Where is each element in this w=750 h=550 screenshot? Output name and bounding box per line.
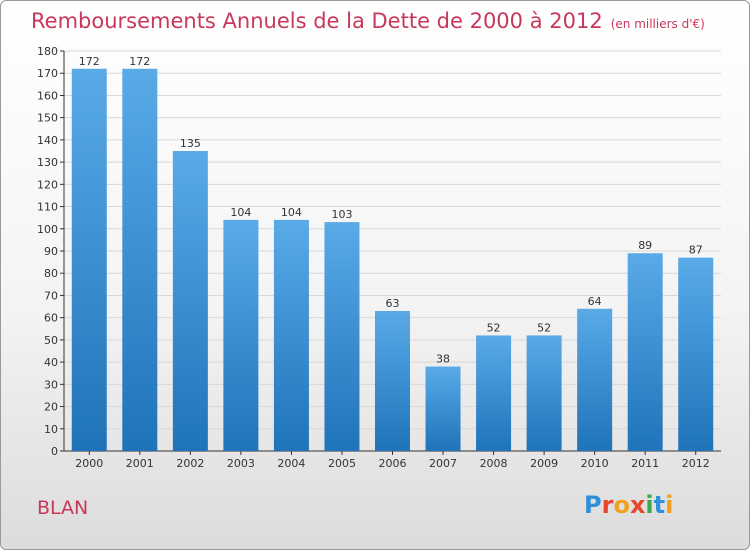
bar-value-label: 172 bbox=[129, 55, 150, 68]
logo-letter: x bbox=[629, 491, 646, 519]
y-tick-label: 160 bbox=[37, 89, 58, 102]
y-tick-label: 90 bbox=[44, 245, 58, 258]
bar-2008[interactable] bbox=[476, 335, 512, 451]
x-tick-label: 2011 bbox=[631, 457, 659, 470]
x-tick-label: 2005 bbox=[328, 457, 356, 470]
y-tick-label: 80 bbox=[44, 267, 58, 280]
logo-letter: t bbox=[653, 491, 666, 519]
y-tick-label: 100 bbox=[37, 223, 58, 236]
x-tick-label: 2002 bbox=[176, 457, 204, 470]
y-tick-label: 70 bbox=[44, 289, 58, 302]
y-tick-label: 50 bbox=[44, 334, 58, 347]
x-tick-label: 2006 bbox=[379, 457, 407, 470]
x-tick-label: 2004 bbox=[277, 457, 305, 470]
x-tick-label: 2000 bbox=[75, 457, 103, 470]
x-tick-label: 2010 bbox=[581, 457, 609, 470]
bar-2000[interactable] bbox=[71, 68, 107, 452]
bars: 172 172 135 104 104 103 63 38 52 52 64 89 87 bbox=[71, 55, 714, 452]
bar-2006[interactable] bbox=[375, 311, 410, 451]
x-tick-label: 2003 bbox=[227, 457, 255, 470]
bar-value-label: 52 bbox=[537, 321, 551, 334]
x-tick-label: 2008 bbox=[480, 457, 508, 470]
axes: 0 10 20 30 40 50 60 70 80 90 100 110 120 130 140 150 160… bbox=[37, 45, 721, 470]
y-tick-label: 110 bbox=[37, 201, 58, 214]
y-tick-label: 130 bbox=[37, 156, 58, 169]
bar-2005[interactable] bbox=[324, 222, 360, 451]
bar-value-label: 172 bbox=[79, 55, 100, 68]
bar-value-label: 104 bbox=[281, 206, 302, 219]
chart-unit: (en milliers d'€) bbox=[610, 17, 705, 31]
y-tick-label: 30 bbox=[44, 378, 58, 391]
city-name: BLAN bbox=[37, 497, 89, 519]
bar-value-label: 89 bbox=[638, 239, 652, 252]
logo-letter: i bbox=[665, 491, 674, 519]
bar-value-label: 52 bbox=[487, 321, 501, 334]
logo-letter: P bbox=[584, 491, 602, 519]
bar-2009[interactable] bbox=[526, 335, 562, 451]
bar-2011[interactable] bbox=[627, 253, 663, 451]
x-tick-label: 2001 bbox=[126, 457, 154, 470]
bar-value-label: 87 bbox=[689, 244, 703, 257]
y-tick-label: 150 bbox=[37, 112, 58, 125]
y-tick-label: 140 bbox=[37, 134, 58, 147]
y-tick-label: 170 bbox=[37, 67, 58, 80]
y-tick-label: 0 bbox=[51, 445, 58, 458]
bar-2012[interactable] bbox=[678, 257, 714, 451]
bar-value-label: 63 bbox=[386, 297, 400, 310]
y-tick-label: 10 bbox=[44, 423, 58, 436]
y-tick-label: 60 bbox=[44, 312, 58, 325]
chart-title-text: Remboursements Annuels de la Dette de 20… bbox=[31, 9, 603, 33]
bar-2002[interactable] bbox=[172, 151, 208, 451]
logo-letter: o bbox=[613, 491, 630, 519]
bar-value-label: 64 bbox=[588, 295, 602, 308]
bar-value-label: 103 bbox=[331, 208, 352, 221]
x-tick-label: 2012 bbox=[682, 457, 710, 470]
logo-letter: r bbox=[601, 491, 614, 519]
y-tick-label: 180 bbox=[37, 45, 58, 58]
y-tick-label: 40 bbox=[44, 356, 58, 369]
logo-letter: i bbox=[645, 491, 654, 519]
bar-2007[interactable] bbox=[425, 366, 461, 451]
x-tick-label: 2009 bbox=[530, 457, 558, 470]
bar-2001[interactable] bbox=[122, 68, 158, 452]
bar-2003[interactable] bbox=[223, 219, 259, 451]
x-tick-label: 2007 bbox=[429, 457, 457, 470]
y-tick-label: 20 bbox=[44, 401, 58, 414]
bar-2004[interactable] bbox=[273, 219, 309, 451]
proxiti-logo[interactable]: Proxiti bbox=[584, 491, 673, 519]
chart-title: Remboursements Annuels de la Dette de 20… bbox=[31, 9, 705, 33]
bar-value-label: 38 bbox=[436, 353, 450, 366]
bar-value-label: 135 bbox=[180, 137, 201, 150]
y-tick-label: 120 bbox=[37, 178, 58, 191]
bar-value-label: 104 bbox=[230, 206, 251, 219]
bar-2010[interactable] bbox=[577, 308, 613, 451]
